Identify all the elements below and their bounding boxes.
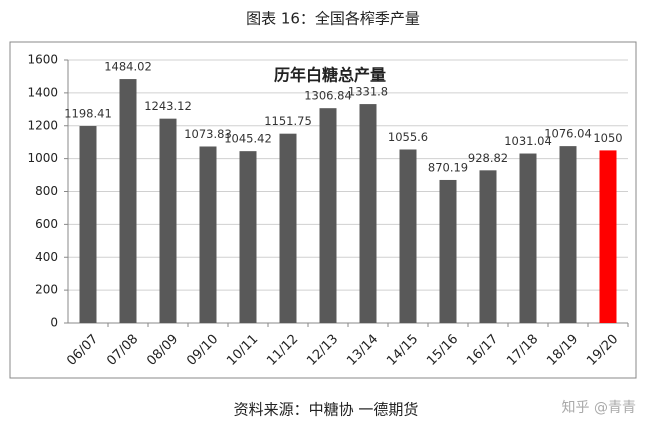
bar xyxy=(399,149,417,323)
bar xyxy=(199,146,217,323)
x-tick-label: 17/18 xyxy=(504,332,541,369)
bar xyxy=(119,79,137,323)
value-label: 1073.83 xyxy=(184,127,232,141)
value-label: 1198.41 xyxy=(64,107,112,121)
y-tick-label: 600 xyxy=(35,217,58,231)
source-note: 资料来源：中糖协 一德期货 xyxy=(234,401,419,419)
x-tick-label: 07/08 xyxy=(104,332,141,369)
value-label: 1331.8 xyxy=(348,85,388,99)
x-tick-label: 15/16 xyxy=(424,332,461,369)
value-label: 1076.04 xyxy=(544,127,592,141)
value-label: 928.82 xyxy=(468,151,508,165)
bar xyxy=(159,118,177,324)
bar xyxy=(599,150,617,323)
y-tick-label: 1400 xyxy=(27,85,58,99)
value-label: 1151.75 xyxy=(264,114,312,128)
watermark: 知乎 @青青 xyxy=(562,399,636,416)
y-tick-label: 0 xyxy=(50,316,58,330)
chart-title: 历年白糖总产量 xyxy=(274,66,386,85)
x-tick-label: 11/12 xyxy=(264,332,301,369)
x-tick-label: 16/17 xyxy=(464,332,501,369)
bar xyxy=(359,104,377,323)
value-label: 1031.04 xyxy=(504,134,552,148)
bar xyxy=(479,170,497,323)
value-label: 1243.12 xyxy=(144,99,192,113)
bar xyxy=(279,133,297,323)
bar xyxy=(319,108,337,323)
x-tick-label: 09/10 xyxy=(184,332,221,369)
y-tick-label: 1600 xyxy=(27,53,58,67)
y-tick-label: 800 xyxy=(35,184,58,198)
bar xyxy=(239,151,257,323)
x-tick-label: 13/14 xyxy=(344,332,381,369)
y-tick-label: 400 xyxy=(35,250,58,264)
x-tick-label: 10/11 xyxy=(224,332,261,369)
x-tick-label: 12/13 xyxy=(304,332,341,369)
x-tick-label: 19/20 xyxy=(584,332,621,369)
bar xyxy=(559,146,577,323)
bar xyxy=(439,179,457,323)
bar xyxy=(519,153,537,323)
x-tick-label: 06/07 xyxy=(64,332,101,369)
x-tick-label: 14/15 xyxy=(384,332,421,369)
value-label: 870.19 xyxy=(428,160,468,174)
value-label: 1055.6 xyxy=(388,130,428,144)
x-tick-label: 08/09 xyxy=(144,332,181,369)
y-tick-label: 1200 xyxy=(27,118,58,132)
value-label: 1484.02 xyxy=(104,60,152,74)
chart-frame xyxy=(9,41,637,379)
y-tick-label: 200 xyxy=(35,283,58,297)
y-tick-label: 1000 xyxy=(27,151,58,165)
x-tick-label: 18/19 xyxy=(544,332,581,369)
bar xyxy=(79,126,97,323)
figure-caption: 图表 16：全国各榨季产量 xyxy=(246,10,420,28)
value-label: 1050 xyxy=(593,131,622,145)
value-label: 1045.42 xyxy=(224,132,272,146)
value-label: 1306.84 xyxy=(304,89,352,103)
